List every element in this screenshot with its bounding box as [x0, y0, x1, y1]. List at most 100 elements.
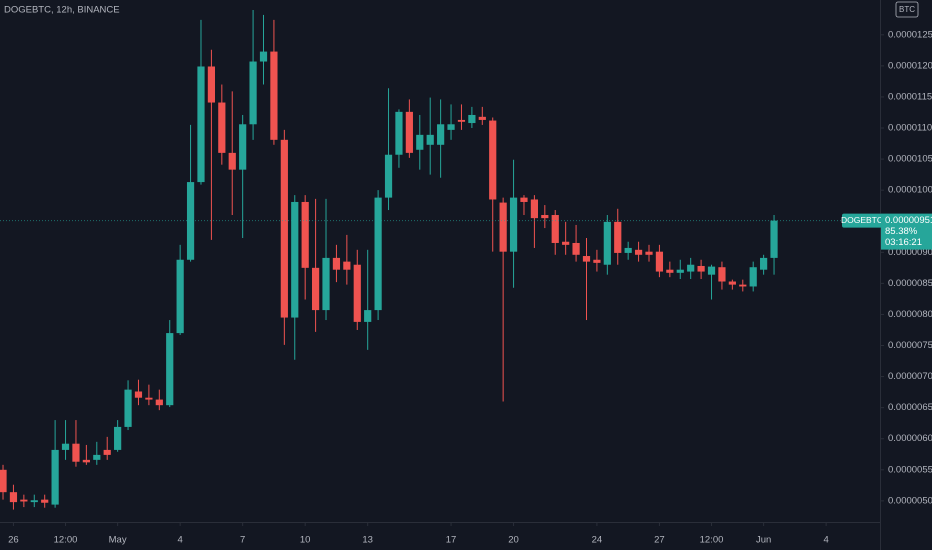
candle-body [41, 499, 49, 503]
x-tick-label: 7 [240, 535, 245, 546]
candle-body [155, 399, 163, 406]
candle-body [82, 459, 90, 463]
x-tick-label: 12:00 [54, 535, 78, 546]
candle-body [739, 284, 747, 287]
x-tick-label: 10 [300, 535, 311, 546]
candle-body [437, 124, 445, 145]
candle-body [364, 310, 372, 322]
candle-body [624, 247, 632, 253]
x-tick-label: 24 [592, 535, 603, 546]
candle-body [749, 267, 757, 287]
x-tick-label: 26 [8, 535, 19, 546]
candle-body [603, 221, 611, 265]
x-tick-label: 27 [654, 535, 665, 546]
candle-body [374, 197, 382, 311]
candle-body [311, 267, 320, 311]
x-tick-label: 12:00 [700, 535, 724, 546]
candle-body [687, 264, 695, 272]
candle-body [322, 257, 330, 311]
candle-body [655, 251, 664, 272]
candle-body [572, 242, 580, 255]
candle-body [634, 249, 643, 255]
candle-body [20, 499, 28, 502]
last-price-box [881, 213, 932, 250]
candle-body [562, 241, 570, 245]
x-tick-label: 17 [446, 535, 457, 546]
x-tick-label: Jun [756, 535, 771, 546]
candle-body [416, 134, 424, 150]
candle-body [582, 256, 591, 262]
candle-body [520, 197, 528, 202]
candle-body [332, 257, 341, 270]
x-tick-label: 4 [823, 535, 828, 546]
candle-body [134, 391, 143, 398]
candle-body [478, 116, 486, 120]
symbol-tag: DOGEBTC [841, 215, 883, 225]
candle-body [676, 269, 684, 273]
symbol-tag-box [842, 213, 882, 228]
x-tick-label: 4 [177, 535, 182, 546]
currency-label[interactable]: BTC [899, 5, 915, 14]
candle-body [343, 261, 351, 270]
candle-body [384, 154, 393, 198]
candle-body [728, 281, 736, 285]
candle-body [280, 139, 288, 318]
candle-body [218, 102, 226, 153]
candle-body [395, 111, 403, 155]
candle-body [760, 257, 768, 270]
candle-body [645, 251, 653, 255]
candle-body [718, 267, 726, 282]
candle-body [61, 443, 70, 450]
candle-body [353, 264, 361, 322]
candle-body [72, 443, 80, 462]
candle-body [666, 269, 674, 273]
candle-body [114, 426, 122, 450]
candle-body [405, 111, 413, 153]
candle-body [770, 220, 778, 258]
candle-body [0, 469, 7, 493]
candle-body [30, 500, 38, 503]
candle-body [145, 397, 153, 400]
candle-body [186, 182, 195, 260]
currency-box[interactable] [895, 1, 919, 18]
candle-body [541, 215, 549, 219]
candle-body [499, 202, 507, 252]
y-tick-label: 0.00001250 [888, 29, 932, 40]
change-label: 85.38% [885, 226, 918, 237]
candle-body [457, 119, 466, 122]
last-price-label: 0.00000951 [885, 215, 932, 226]
candle-body [270, 51, 278, 140]
candle-body [489, 120, 497, 200]
candle-body [228, 152, 236, 170]
candle-body [197, 66, 205, 183]
candle-body [707, 266, 716, 275]
x-tick-label: 20 [508, 535, 519, 546]
candle-body [447, 124, 455, 130]
candle-body [207, 66, 216, 103]
chart-title: DOGEBTC, 12h, BINANCE [4, 5, 120, 16]
x-tick-label: May [109, 535, 127, 546]
x-tick-label: 13 [362, 535, 373, 546]
candle-body [530, 199, 538, 219]
candle-body [697, 265, 705, 272]
candle-body [259, 51, 268, 62]
candle-body [9, 492, 18, 503]
candle-body [291, 201, 299, 318]
candle-body [166, 333, 174, 406]
